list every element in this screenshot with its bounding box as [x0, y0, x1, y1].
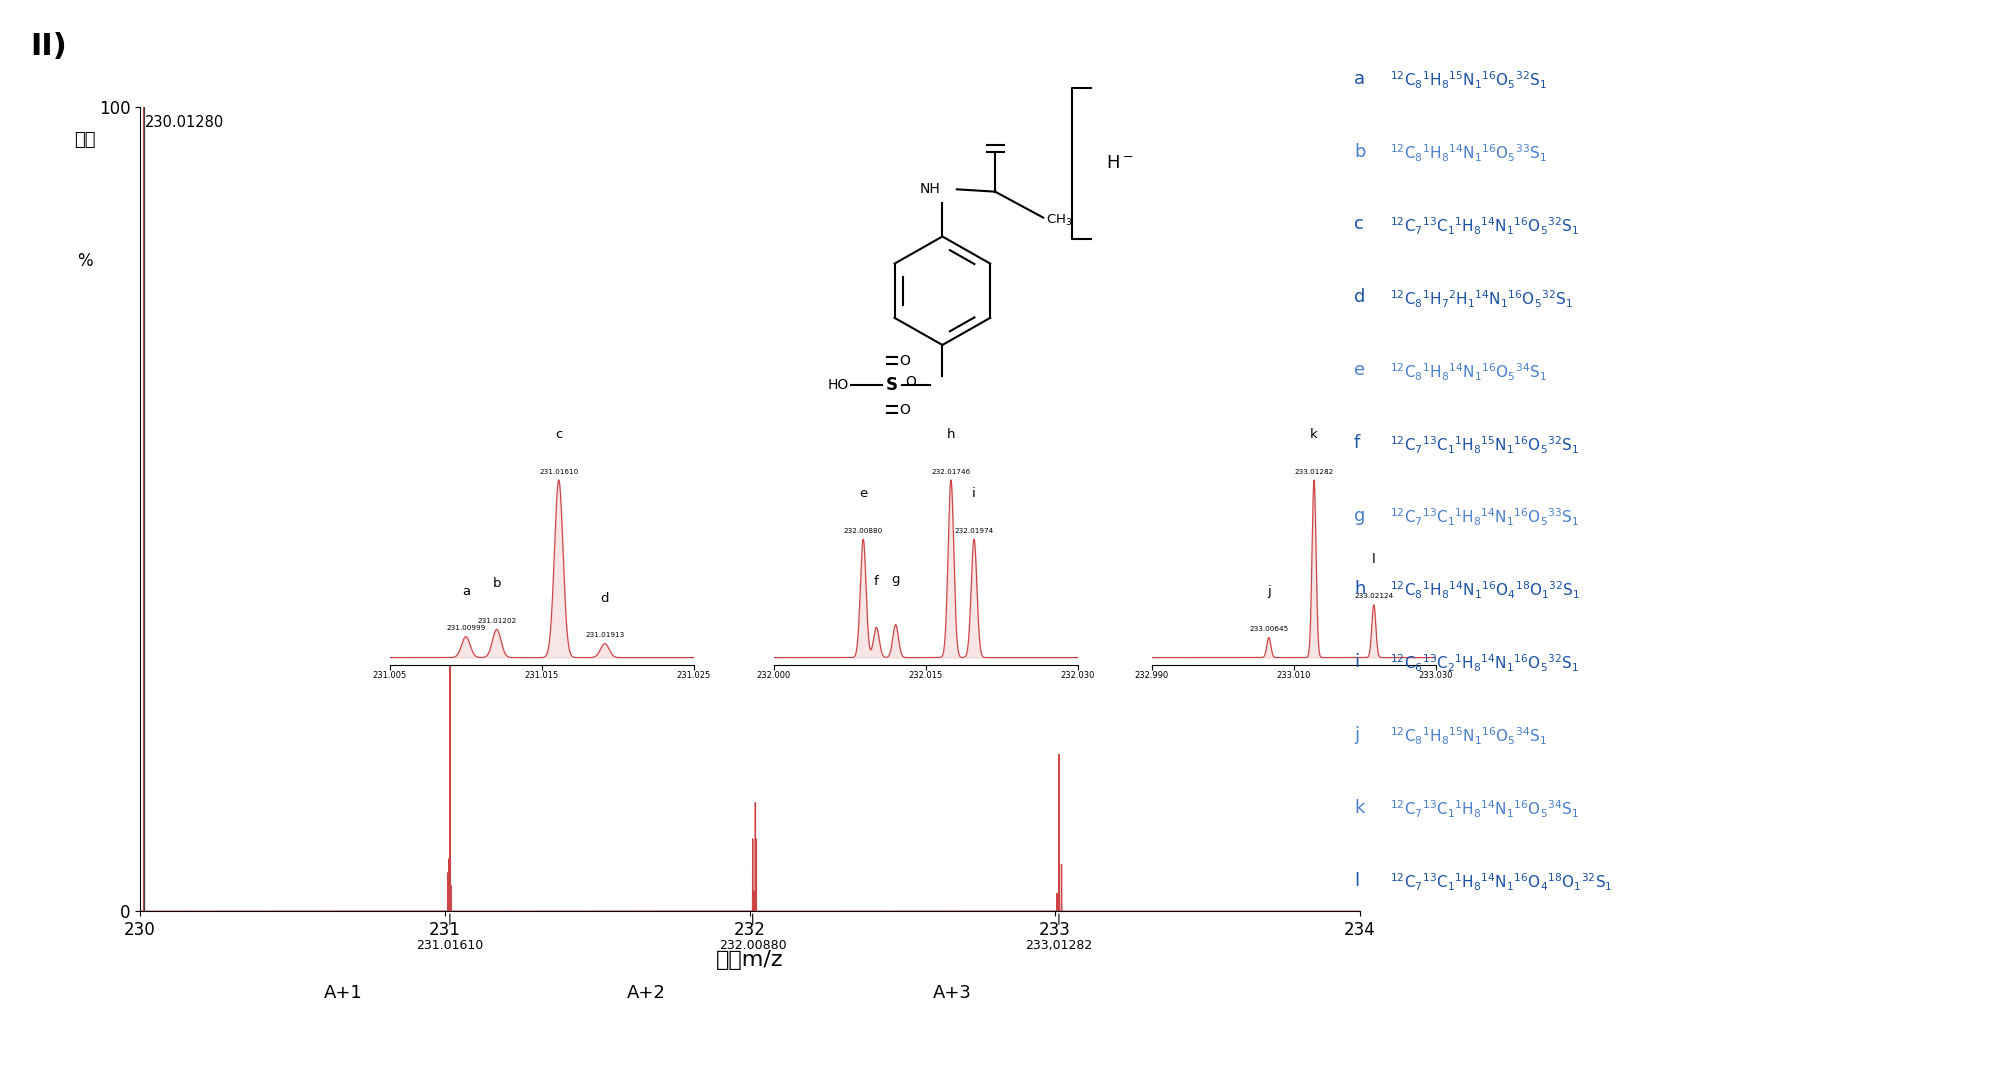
Text: O: O	[900, 403, 910, 417]
Text: f: f	[874, 576, 878, 589]
Text: d: d	[1354, 288, 1366, 307]
Text: l: l	[1354, 872, 1360, 890]
Text: $^{12}$C$_7$$^{13}$C$_1$$^{1}$H$_8$$^{14}$N$_1$$^{16}$O$_5$$^{33}$S$_1$: $^{12}$C$_7$$^{13}$C$_1$$^{1}$H$_8$$^{14…	[1390, 507, 1580, 528]
Text: 230.01280: 230.01280	[146, 116, 224, 130]
Text: k: k	[1310, 428, 1318, 441]
Text: %: %	[78, 252, 92, 270]
Text: d: d	[600, 592, 610, 605]
Text: $^{12}$C$_8$$^{1}$H$_7$$^{2}$H$_1$$^{14}$N$_1$$^{16}$O$_5$$^{32}$S$_1$: $^{12}$C$_8$$^{1}$H$_7$$^{2}$H$_1$$^{14}…	[1390, 288, 1574, 310]
Text: $^{12}$C$_8$$^{1}$H$_8$$^{14}$N$_1$$^{16}$O$_4$$^{18}$O$_1$$^{32}$S$_1$: $^{12}$C$_8$$^{1}$H$_8$$^{14}$N$_1$$^{16…	[1390, 580, 1580, 601]
Text: e: e	[860, 487, 868, 500]
Text: 231.00999: 231.00999	[446, 625, 486, 631]
Text: $^{12}$C$_8$$^{1}$H$_8$$^{14}$N$_1$$^{16}$O$_5$$^{33}$S$_1$: $^{12}$C$_8$$^{1}$H$_8$$^{14}$N$_1$$^{16…	[1390, 143, 1546, 164]
Text: $^{12}$C$_7$$^{13}$C$_1$$^{1}$H$_8$$^{14}$N$_1$$^{16}$O$_4$$^{18}$O$_1$$^{32}$S$: $^{12}$C$_7$$^{13}$C$_1$$^{1}$H$_8$$^{14…	[1390, 872, 1612, 893]
Text: 233.01282: 233.01282	[1294, 468, 1334, 475]
Text: A+1: A+1	[324, 984, 362, 1001]
Text: S: S	[886, 376, 898, 394]
Text: b: b	[1354, 143, 1366, 161]
Text: 233.02124: 233.02124	[1354, 594, 1394, 599]
Text: f: f	[1354, 434, 1360, 452]
Text: b: b	[492, 578, 500, 591]
Text: k: k	[1354, 799, 1364, 817]
Text: 233.00645: 233.00645	[1250, 626, 1288, 632]
Text: c: c	[556, 428, 562, 441]
Text: $^{12}$C$_7$$^{13}$C$_1$$^{1}$H$_8$$^{15}$N$_1$$^{16}$O$_5$$^{32}$S$_1$: $^{12}$C$_7$$^{13}$C$_1$$^{1}$H$_8$$^{15…	[1390, 434, 1580, 456]
Text: e: e	[1354, 361, 1366, 379]
Text: $^{12}$C$_8$$^{1}$H$_8$$^{15}$N$_1$$^{16}$O$_5$$^{34}$S$_1$: $^{12}$C$_8$$^{1}$H$_8$$^{15}$N$_1$$^{16…	[1390, 726, 1546, 747]
Text: A+2: A+2	[626, 984, 666, 1001]
Text: 231.01202: 231.01202	[478, 619, 516, 624]
Text: 强度: 强度	[74, 131, 96, 149]
Text: 232.00880: 232.00880	[718, 939, 786, 952]
Text: O: O	[906, 375, 916, 389]
Text: j: j	[1266, 585, 1270, 598]
Text: a: a	[462, 584, 470, 598]
Text: 232.01746: 232.01746	[932, 468, 970, 475]
Text: c: c	[1354, 215, 1364, 234]
Text: g: g	[892, 572, 900, 585]
Text: l: l	[1372, 553, 1376, 566]
Text: NH: NH	[920, 182, 940, 196]
Text: 232.01974: 232.01974	[954, 527, 994, 534]
Text: H$^-$: H$^-$	[1106, 154, 1134, 173]
Text: i: i	[972, 487, 976, 500]
Text: $^{12}$C$_8$$^{1}$H$_8$$^{15}$N$_1$$^{16}$O$_5$$^{32}$S$_1$: $^{12}$C$_8$$^{1}$H$_8$$^{15}$N$_1$$^{16…	[1390, 70, 1546, 91]
Text: j: j	[1354, 726, 1360, 744]
Text: A+3: A+3	[932, 984, 972, 1001]
Text: 233,01282: 233,01282	[1026, 939, 1092, 952]
Text: HO: HO	[828, 378, 848, 392]
Text: i: i	[1354, 653, 1360, 671]
X-axis label: 实测m/z: 实测m/z	[716, 950, 784, 970]
Text: $^{12}$C$_6$$^{13}$C$_2$$^{1}$H$_8$$^{14}$N$_1$$^{16}$O$_5$$^{32}$S$_1$: $^{12}$C$_6$$^{13}$C$_2$$^{1}$H$_8$$^{14…	[1390, 653, 1580, 674]
Text: II): II)	[30, 32, 66, 61]
Text: h: h	[946, 428, 956, 441]
Text: a: a	[1354, 70, 1366, 88]
Text: $^{12}$C$_7$$^{13}$C$_1$$^{1}$H$_8$$^{14}$N$_1$$^{16}$O$_5$$^{32}$S$_1$: $^{12}$C$_7$$^{13}$C$_1$$^{1}$H$_8$$^{14…	[1390, 215, 1580, 237]
Text: CH$_3$: CH$_3$	[1046, 212, 1072, 227]
Text: 231.01610: 231.01610	[416, 939, 484, 952]
Text: $^{12}$C$_8$$^{1}$H$_8$$^{14}$N$_1$$^{16}$O$_5$$^{34}$S$_1$: $^{12}$C$_8$$^{1}$H$_8$$^{14}$N$_1$$^{16…	[1390, 361, 1546, 383]
Text: 231.01610: 231.01610	[540, 468, 578, 475]
Text: 231.01913: 231.01913	[586, 632, 624, 638]
Text: O: O	[900, 354, 910, 368]
Text: 232.00880: 232.00880	[844, 527, 882, 534]
Text: g: g	[1354, 507, 1366, 525]
Text: $^{12}$C$_7$$^{13}$C$_1$$^{1}$H$_8$$^{14}$N$_1$$^{16}$O$_5$$^{34}$S$_1$: $^{12}$C$_7$$^{13}$C$_1$$^{1}$H$_8$$^{14…	[1390, 799, 1580, 820]
Text: h: h	[1354, 580, 1366, 598]
